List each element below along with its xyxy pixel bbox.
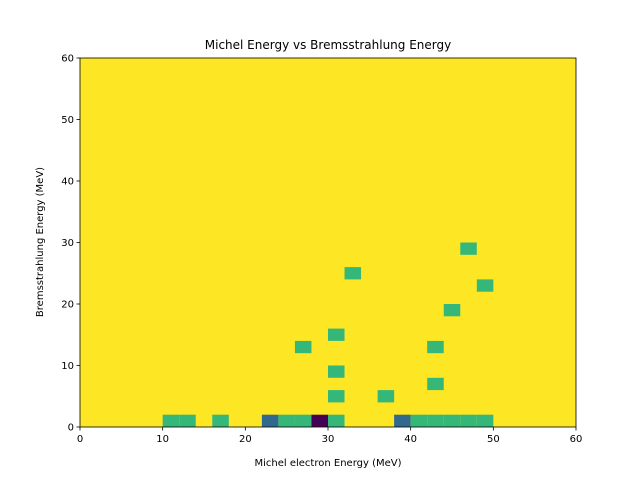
- heatmap-cell: [394, 414, 411, 427]
- heatmap-cell: [328, 365, 345, 378]
- y-tick-label: 40: [61, 177, 74, 188]
- heatmap-cell: [377, 390, 395, 403]
- heatmap-cell: [294, 340, 312, 354]
- heatmap-cell: [427, 340, 444, 354]
- x-tick-label: 60: [570, 434, 583, 445]
- heatmap-cell: [344, 267, 362, 280]
- heatmap-cell: [261, 414, 279, 427]
- heatmap-cell: [328, 414, 345, 427]
- heatmap-cell: [311, 414, 328, 427]
- y-tick-label: 0: [68, 423, 74, 434]
- heatmap-cell: [476, 279, 494, 292]
- heatmap-cell: [460, 414, 477, 427]
- heatmap-cell: [460, 242, 477, 255]
- x-tick-label: 0: [77, 434, 83, 445]
- heatmap-cell: [278, 414, 295, 427]
- x-tick-label: 40: [404, 434, 417, 445]
- heatmap-cell: [162, 414, 180, 427]
- y-tick-label: 60: [61, 54, 74, 65]
- heatmap-cell: [328, 390, 345, 403]
- x-axis-label: Michel electron Energy (MeV): [255, 458, 402, 469]
- x-tick-label: 50: [487, 434, 500, 445]
- heatmap-cell: [294, 414, 312, 427]
- x-tick-label: 10: [156, 434, 169, 445]
- x-tick-label: 20: [239, 434, 252, 445]
- y-tick-label: 30: [61, 238, 74, 249]
- heatmap-cell: [179, 414, 196, 427]
- y-tick-label: 20: [61, 300, 74, 311]
- heatmap-cell: [410, 414, 428, 427]
- heatmap-cell: [476, 414, 494, 427]
- y-tick-label: 50: [61, 115, 74, 126]
- heatmap-cell: [443, 414, 461, 427]
- heatmap-cell: [212, 414, 229, 427]
- x-tick-label: 30: [322, 434, 335, 445]
- heatmap-cell: [427, 377, 444, 391]
- y-axis-ticks: 0 10 20 30 40 50 60: [61, 54, 80, 434]
- y-tick-label: 10: [61, 361, 74, 372]
- y-axis-label: Bremsstrahlung Energy (MeV): [35, 167, 46, 317]
- plot-area: [79, 57, 577, 428]
- heatmap-cell: [328, 328, 345, 341]
- heatmap-cells: [162, 242, 494, 427]
- heatmap-cell: [443, 304, 461, 317]
- heatmap-cell: [427, 414, 444, 427]
- chart-title: Michel Energy vs Bremsstrahlung Energy: [205, 38, 451, 52]
- x-axis-ticks: 0 10 20 30 40 50 60: [77, 427, 583, 445]
